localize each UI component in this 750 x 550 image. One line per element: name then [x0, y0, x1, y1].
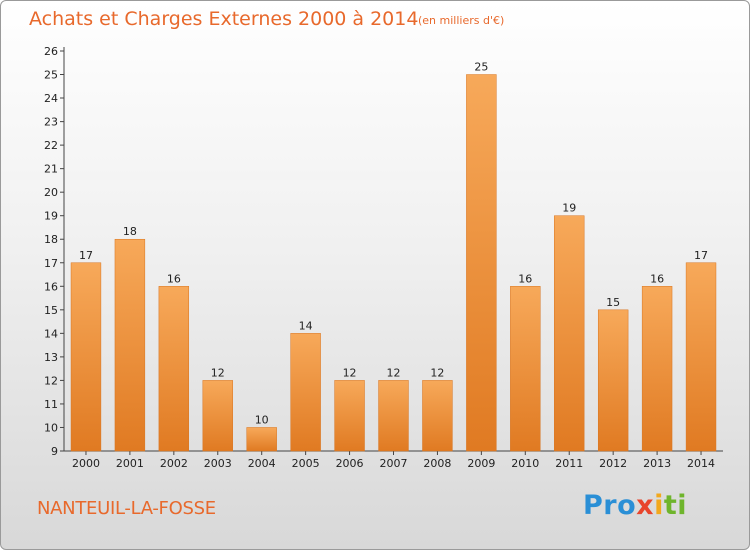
value-label-2003: 12 — [211, 366, 225, 379]
x-tick-label: 2004 — [248, 457, 276, 470]
value-label-2012: 15 — [606, 296, 620, 309]
bar-2001 — [114, 238, 146, 452]
x-tick-label: 2008 — [423, 457, 451, 470]
x-tick-label: 2007 — [380, 457, 408, 470]
value-label-2013: 16 — [650, 272, 664, 285]
bar-2013 — [641, 286, 673, 452]
x-tick-label: 2014 — [687, 457, 715, 470]
bar-2012 — [597, 309, 629, 452]
x-tick-label: 2013 — [643, 457, 671, 470]
x-tick-label: 2002 — [160, 457, 188, 470]
value-label-2004: 10 — [255, 413, 269, 426]
y-tick-label: 14 — [44, 327, 58, 340]
x-tick-label: 2005 — [292, 457, 320, 470]
logo-part-3: i — [654, 490, 664, 521]
bar-2005 — [290, 333, 321, 452]
y-tick-label: 10 — [44, 421, 58, 434]
proxiti-logo[interactable]: Proxiti — [583, 490, 687, 521]
bar-2003 — [202, 380, 233, 452]
x-tick-label: 2010 — [511, 457, 539, 470]
y-tick-label: 9 — [51, 445, 58, 458]
y-tick-label: 15 — [44, 304, 58, 317]
value-label-2000: 17 — [79, 249, 93, 262]
bar-2014 — [685, 262, 717, 452]
bar-2007 — [378, 380, 409, 452]
bar-2006 — [334, 380, 365, 452]
x-tick-label: 2006 — [336, 457, 364, 470]
y-tick-label: 12 — [44, 374, 58, 387]
x-tick-label: 2009 — [467, 457, 495, 470]
x-tick-label: 2001 — [116, 457, 144, 470]
x-tick-label: 2003 — [204, 457, 232, 470]
x-tick-label: 2000 — [72, 457, 100, 470]
bar-2010 — [510, 286, 541, 452]
y-tick-label: 18 — [44, 233, 58, 246]
chart-unit: (en milliers d'€) — [418, 14, 505, 27]
bar-2004 — [246, 427, 277, 452]
y-tick-label: 20 — [44, 186, 58, 199]
value-label-2007: 12 — [387, 366, 401, 379]
y-tick-label: 19 — [44, 210, 58, 223]
value-labels: 17 18 16 12 10 14 12 12 12 25 16 19 15 16 17 — [79, 61, 708, 427]
value-label-2005: 14 — [299, 319, 313, 332]
y-tick-label: 17 — [44, 257, 58, 270]
value-label-2008: 12 — [430, 366, 444, 379]
y-tick-label: 24 — [44, 92, 58, 105]
y-tick-label: 16 — [44, 280, 58, 293]
y-tick-label: 23 — [44, 116, 58, 129]
y-tick-label: 13 — [44, 351, 58, 364]
x-tick-label: 2012 — [599, 457, 627, 470]
value-label-2011: 19 — [562, 202, 576, 215]
value-label-2009: 25 — [474, 61, 488, 74]
chart-title: Achats et Charges Externes 2000 à 2014 — [29, 8, 419, 30]
bars — [70, 74, 717, 452]
value-label-2001: 18 — [123, 225, 137, 238]
bar-2000 — [70, 262, 102, 452]
logo-part-2: x — [636, 490, 655, 521]
value-label-2014: 17 — [694, 249, 708, 262]
y-tick-label: 26 — [44, 45, 58, 58]
y-tick-label: 25 — [44, 69, 58, 82]
y-tick-label: 22 — [44, 139, 58, 152]
value-label-2006: 12 — [343, 366, 357, 379]
logo-part-1: Pro — [583, 490, 637, 521]
y-tick-label: 11 — [44, 398, 58, 411]
value-label-2002: 16 — [167, 272, 181, 285]
x-tick-label: 2011 — [555, 457, 583, 470]
logo-part-4: ti — [663, 490, 688, 521]
value-label-2010: 16 — [518, 272, 532, 285]
y-tick-label: 21 — [44, 163, 58, 176]
bar-2009 — [466, 74, 497, 452]
commune-name: NANTEUIL-LA-FOSSE — [37, 498, 216, 519]
bar-2008 — [422, 380, 453, 452]
bar-2011 — [554, 215, 585, 452]
bar-2002 — [158, 286, 190, 452]
